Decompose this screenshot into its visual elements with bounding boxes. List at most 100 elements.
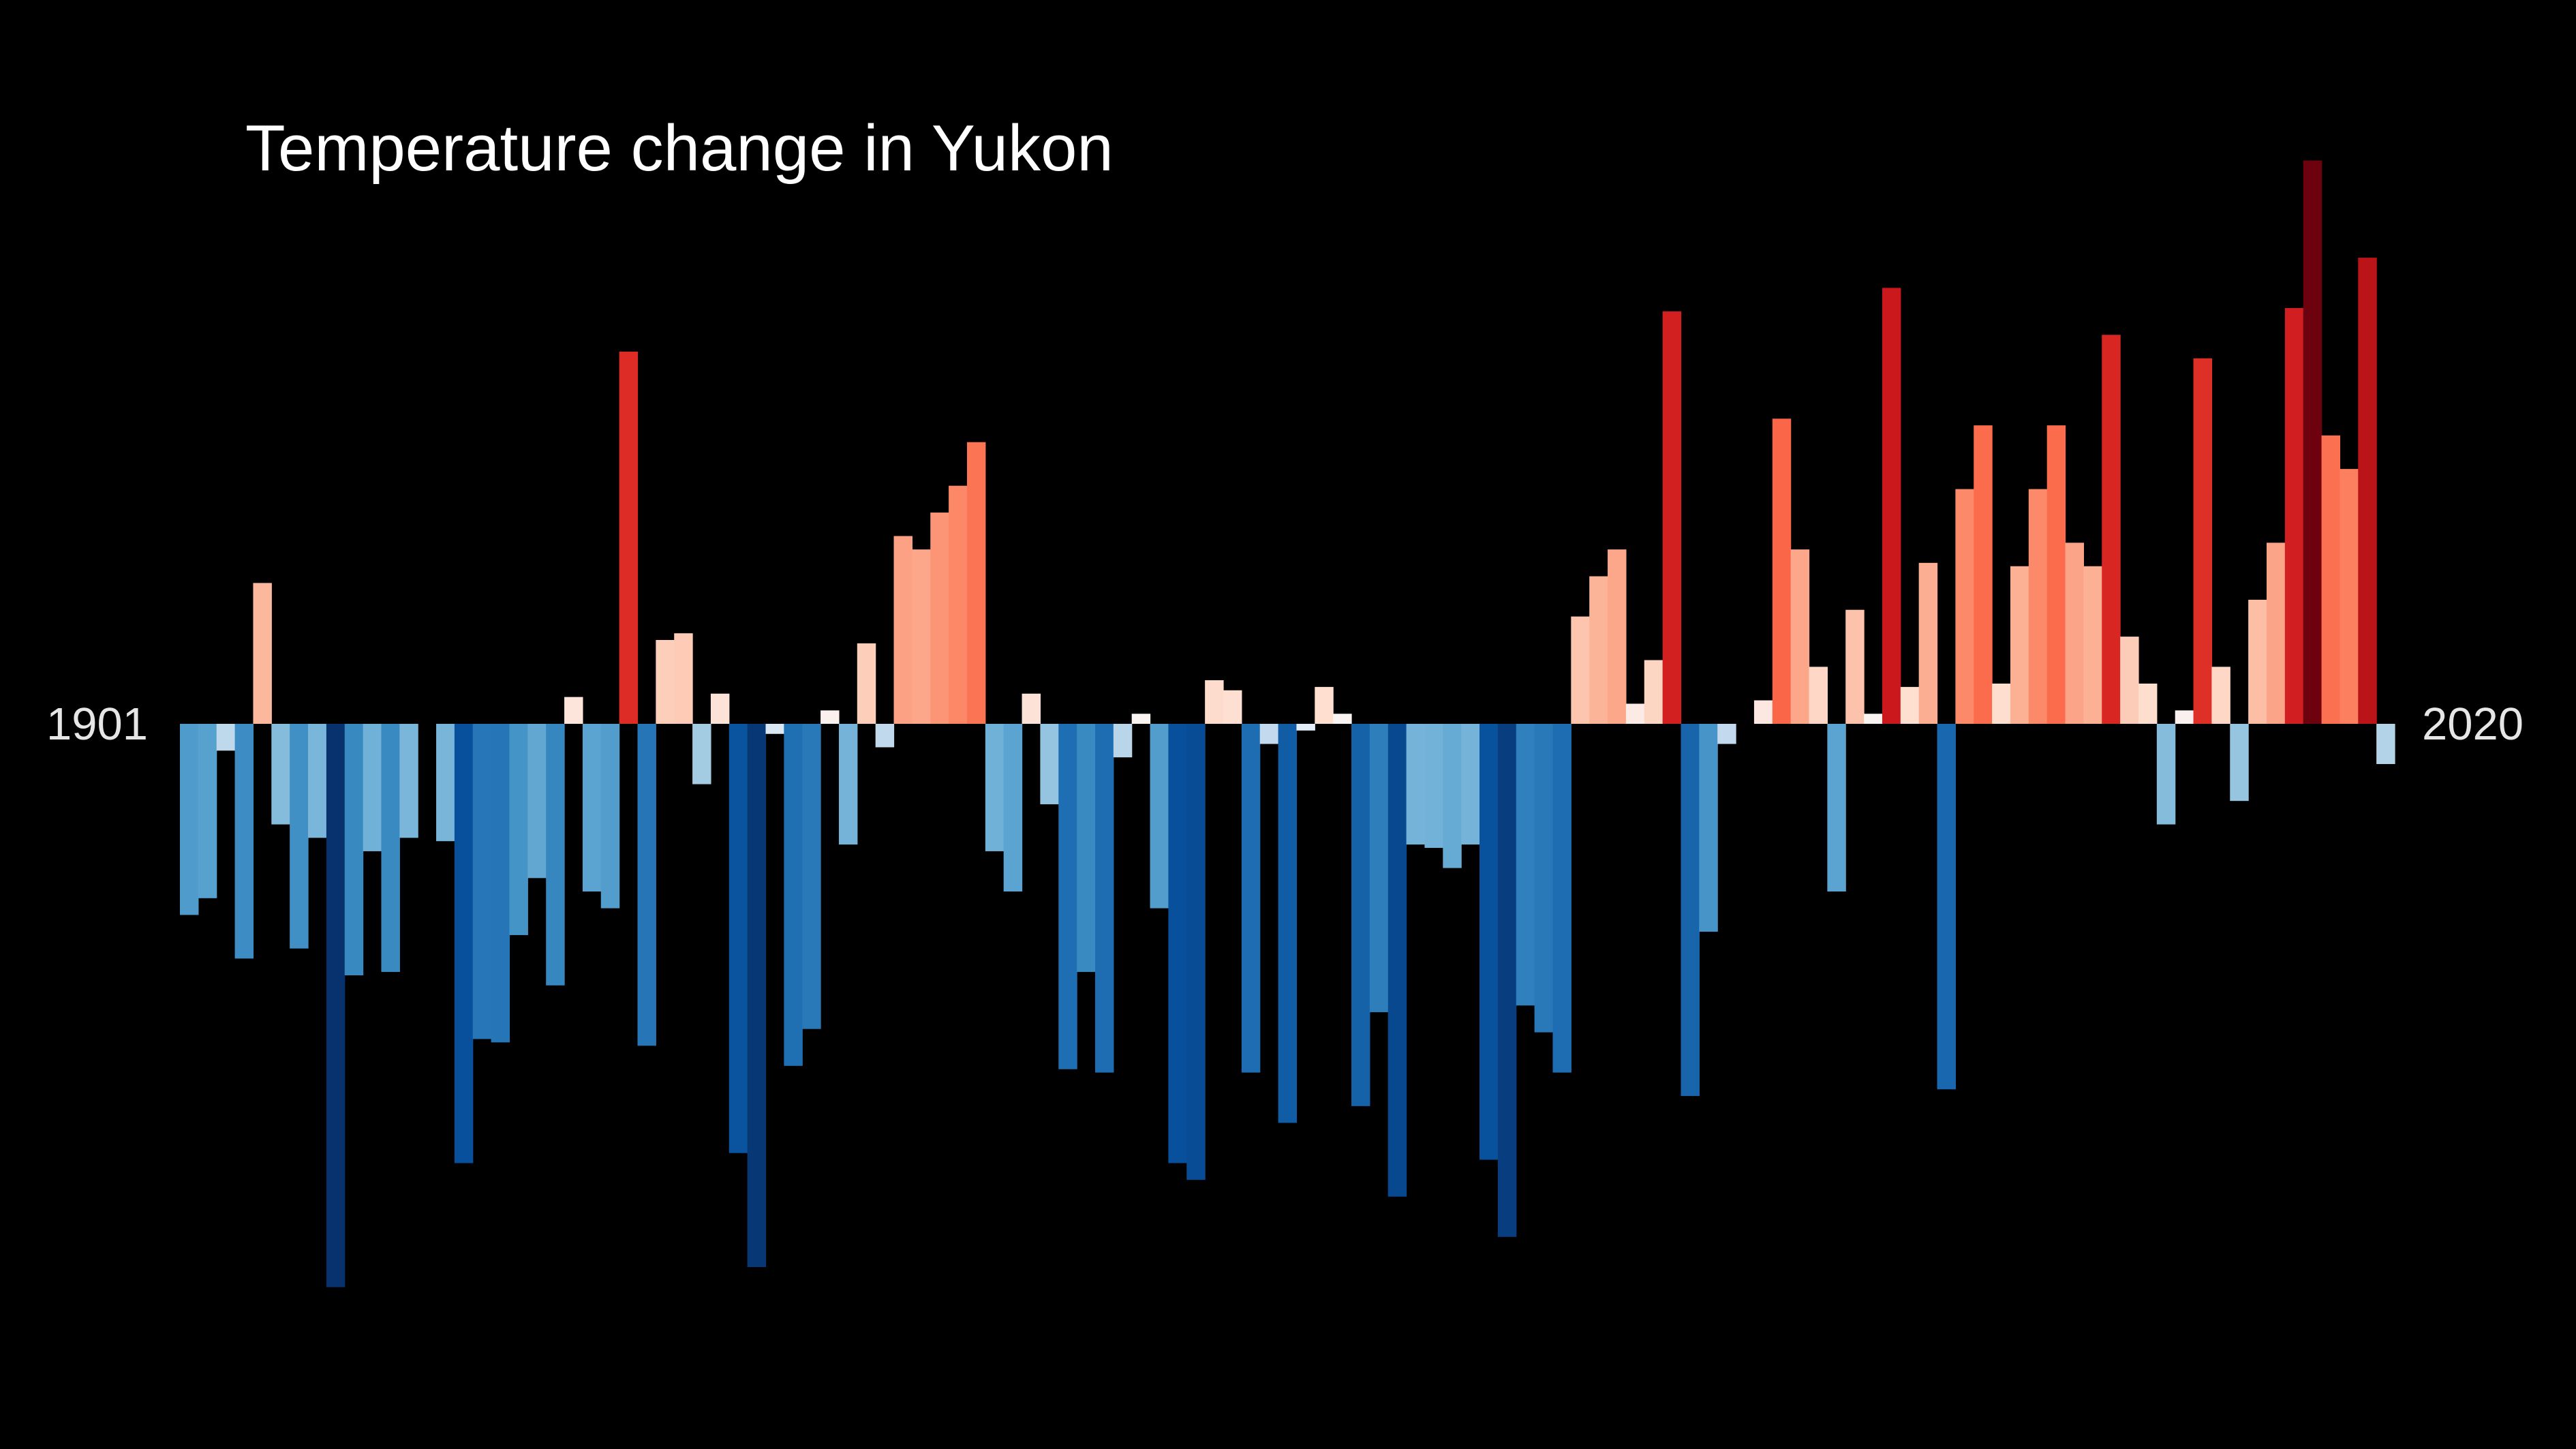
bar-1971 xyxy=(1461,724,1480,845)
bar-1903 xyxy=(216,724,236,751)
bar-1974 xyxy=(1516,724,1535,1006)
bars-group xyxy=(180,160,2395,1287)
bar-2010 xyxy=(2175,710,2194,724)
bar-2000 xyxy=(1992,683,2011,724)
bar-2017 xyxy=(2303,160,2322,724)
bar-1905 xyxy=(253,583,272,724)
bar-2007 xyxy=(2120,637,2139,724)
bar-1957 xyxy=(1205,680,1224,724)
bar-2013 xyxy=(2230,724,2249,802)
bar-1910 xyxy=(344,724,364,975)
bar-1969 xyxy=(1424,724,1443,849)
bar-1902 xyxy=(198,724,217,898)
bar-1987 xyxy=(1753,700,1773,724)
bar-1915 xyxy=(436,724,455,842)
bar-1991 xyxy=(1827,724,1846,891)
start-year-label: 1901 xyxy=(46,699,148,750)
bar-1973 xyxy=(1497,724,1517,1237)
bar-1942 xyxy=(930,513,949,724)
bar-1935 xyxy=(802,724,821,1029)
bar-2015 xyxy=(2266,543,2286,724)
bar-1994 xyxy=(1882,288,1901,724)
bar-1901 xyxy=(180,724,199,915)
bar-1966 xyxy=(1369,724,1389,1013)
end-year-label: 2020 xyxy=(2422,699,2524,750)
bar-1922 xyxy=(564,697,583,724)
bar-2005 xyxy=(2083,566,2102,724)
bar-1982 xyxy=(1662,311,1682,724)
bar-1931 xyxy=(729,724,748,1153)
bar-1995 xyxy=(1900,686,1920,724)
bar-1975 xyxy=(1534,724,1554,1033)
bar-1945 xyxy=(985,724,1005,851)
bar-1985 xyxy=(1717,724,1736,744)
bar-1940 xyxy=(893,536,913,724)
bar-1908 xyxy=(308,724,327,838)
bar-1911 xyxy=(363,724,382,851)
bar-1963 xyxy=(1315,686,1334,724)
bar-2019 xyxy=(2340,469,2359,724)
bar-1998 xyxy=(1955,489,1974,724)
bar-1988 xyxy=(1772,418,1792,724)
bar-1948 xyxy=(1040,724,1059,805)
bar-1950 xyxy=(1077,724,1096,973)
bar-2018 xyxy=(2321,435,2341,724)
bar-1990 xyxy=(1809,667,1828,724)
bar-1913 xyxy=(399,724,418,838)
bar-1967 xyxy=(1387,724,1407,1197)
bar-2020 xyxy=(2358,258,2377,724)
bar-1924 xyxy=(600,724,620,909)
bar-1921 xyxy=(546,724,565,986)
bar-1965 xyxy=(1351,724,1370,1106)
bar-2014 xyxy=(2248,599,2267,724)
bar-1936 xyxy=(821,710,840,724)
bar-2016 xyxy=(2284,307,2304,724)
bar-1980 xyxy=(1625,703,1645,724)
bar-1984 xyxy=(1699,724,1718,932)
bar-1978 xyxy=(1589,576,1608,724)
bar-1979 xyxy=(1608,549,1627,724)
bar-1972 xyxy=(1479,724,1499,1160)
bar-1955 xyxy=(1168,724,1187,1163)
bar-1923 xyxy=(582,724,602,891)
bar-1993 xyxy=(1864,714,1883,724)
bar-1907 xyxy=(290,724,309,949)
bar-1976 xyxy=(1552,724,1571,1073)
bar-1947 xyxy=(1022,693,1041,724)
bar-1962 xyxy=(1296,724,1315,731)
bar-2008 xyxy=(2138,683,2158,724)
bar-1964 xyxy=(1333,714,1352,724)
bar-1916 xyxy=(454,724,474,1163)
bar-2001 xyxy=(2010,566,2029,724)
bar-1938 xyxy=(857,643,876,724)
bar-1927 xyxy=(656,640,675,724)
bar-1959 xyxy=(1241,724,1261,1073)
bar-1992 xyxy=(1845,609,1865,724)
bar-1946 xyxy=(1003,724,1023,891)
bar-1930 xyxy=(710,693,730,724)
bar-1941 xyxy=(912,549,931,724)
bar-1928 xyxy=(674,633,693,724)
bar-1912 xyxy=(381,724,400,973)
bar-1918 xyxy=(491,724,510,1043)
bar-1952 xyxy=(1113,724,1133,758)
bar-1926 xyxy=(637,724,656,1046)
bar-1919 xyxy=(509,724,528,935)
bar-1981 xyxy=(1644,660,1663,724)
bar-1996 xyxy=(1918,562,1938,724)
bar-1954 xyxy=(1150,724,1169,909)
bar-1960 xyxy=(1259,724,1279,744)
bar-1997 xyxy=(1937,724,1956,1090)
bar-1977 xyxy=(1571,616,1590,724)
bar-1989 xyxy=(1790,549,1810,724)
bar-2012 xyxy=(2211,667,2230,724)
bar-2021 xyxy=(2376,724,2395,765)
bar-1999 xyxy=(1974,425,1993,724)
bar-1934 xyxy=(784,724,803,1066)
bar-1949 xyxy=(1058,724,1077,1069)
bar-1970 xyxy=(1443,724,1462,868)
bar-1933 xyxy=(765,724,784,734)
bar-1961 xyxy=(1278,724,1298,1123)
bar-2011 xyxy=(2193,358,2213,724)
bar-1925 xyxy=(619,351,639,724)
